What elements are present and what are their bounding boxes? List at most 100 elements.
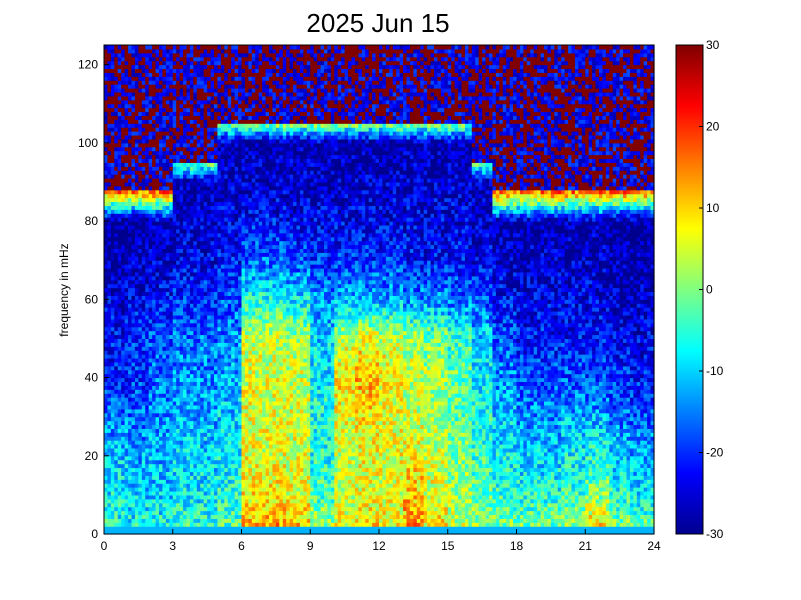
heatmap-cell	[238, 107, 243, 113]
heatmap-cell	[165, 240, 170, 246]
heatmap-cell	[193, 88, 198, 93]
heatmap-cell	[107, 115, 112, 120]
heatmap-cell	[165, 287, 170, 293]
heatmap-cell	[227, 205, 232, 210]
heatmap-cell	[189, 318, 194, 324]
heatmap-cell	[141, 146, 146, 152]
heatmap-cell	[114, 95, 119, 101]
heatmap-cell	[124, 48, 129, 54]
heatmap-cell	[238, 217, 243, 222]
heatmap-cell	[131, 467, 136, 473]
heatmap-cell	[186, 48, 191, 54]
heatmap-cell	[117, 498, 122, 504]
heatmap-cell	[148, 346, 153, 351]
heatmap-cell	[148, 115, 153, 120]
heatmap-cell	[196, 197, 201, 203]
heatmap-cell	[104, 111, 109, 117]
heatmap-cell	[193, 162, 198, 167]
heatmap-cell	[224, 119, 229, 124]
heatmap-cell	[196, 72, 201, 77]
heatmap-cell	[134, 68, 139, 73]
heatmap-cell	[238, 166, 243, 171]
heatmap-cell	[217, 400, 222, 406]
heatmap-cell	[145, 357, 150, 363]
heatmap-cell	[124, 475, 129, 480]
heatmap-cell	[141, 393, 146, 398]
heatmap-cell	[134, 506, 139, 512]
heatmap-cell	[138, 389, 143, 394]
heatmap-cell	[141, 174, 146, 179]
heatmap-cell	[238, 88, 243, 93]
heatmap-cell	[214, 224, 219, 230]
heatmap-cell	[193, 303, 198, 308]
heatmap-cell	[189, 181, 194, 187]
heatmap-cell	[183, 463, 188, 469]
heatmap-cell	[117, 111, 122, 117]
heatmap-cell	[117, 357, 122, 363]
heatmap-cell	[165, 213, 170, 218]
heatmap-cell	[148, 197, 153, 203]
heatmap-cell	[224, 80, 229, 85]
heatmap-cell	[121, 138, 126, 144]
heatmap-cell	[114, 518, 119, 523]
heatmap-cell	[238, 514, 243, 519]
heatmap-cell	[196, 99, 201, 105]
heatmap-cell	[200, 444, 205, 449]
heatmap-cell	[134, 400, 139, 406]
heatmap-cell	[210, 408, 215, 414]
heatmap-cell	[189, 232, 194, 238]
heatmap-cell	[176, 330, 181, 336]
heatmap-cell	[214, 170, 219, 175]
heatmap-cell	[162, 95, 167, 101]
heatmap-cell	[169, 381, 174, 386]
heatmap-cell	[114, 68, 119, 73]
heatmap-cell	[176, 393, 181, 398]
heatmap-cell	[138, 154, 143, 160]
heatmap-cell	[165, 72, 170, 77]
heatmap-cell	[117, 389, 122, 394]
heatmap-cell	[176, 185, 181, 191]
heatmap-cell	[172, 361, 177, 367]
heatmap-cell	[176, 123, 181, 128]
heatmap-cell	[183, 479, 188, 484]
heatmap-cell	[176, 267, 181, 273]
heatmap-cell	[179, 138, 184, 144]
heatmap-cell	[124, 131, 129, 136]
heatmap-cell	[165, 68, 170, 73]
heatmap-cell	[214, 185, 219, 191]
heatmap-cell	[238, 150, 243, 156]
heatmap-cell	[217, 357, 222, 363]
heatmap-cell	[183, 236, 188, 242]
heatmap-cell	[183, 138, 188, 144]
heatmap-cell	[134, 307, 139, 312]
heatmap-cell	[148, 490, 153, 496]
heatmap-cell	[128, 131, 133, 136]
heatmap-cell	[110, 490, 115, 496]
heatmap-cell	[162, 213, 167, 218]
heatmap-cell	[110, 455, 115, 461]
heatmap-cell	[148, 479, 153, 484]
heatmap-cell	[210, 279, 215, 285]
heatmap-cell	[172, 385, 177, 390]
heatmap-cell	[165, 307, 170, 312]
heatmap-cell	[107, 365, 112, 371]
heatmap-cell	[138, 447, 143, 453]
heatmap-cell	[165, 314, 170, 320]
heatmap-cell	[224, 311, 229, 316]
heatmap-cell	[231, 170, 236, 175]
heatmap-cell	[165, 64, 170, 70]
heatmap-cell	[110, 107, 115, 113]
heatmap-cell	[179, 412, 184, 418]
heatmap-cell	[128, 440, 133, 445]
heatmap-cell	[134, 131, 139, 136]
heatmap-cell	[214, 447, 219, 453]
heatmap-cell	[238, 467, 243, 473]
heatmap-cell	[169, 307, 174, 312]
heatmap-cell	[200, 224, 205, 230]
heatmap-cell	[107, 158, 112, 163]
heatmap-cell	[172, 158, 177, 163]
heatmap-cell	[172, 330, 177, 336]
heatmap-cell	[134, 314, 139, 320]
heatmap-cell	[227, 236, 232, 242]
heatmap-cell	[141, 244, 146, 250]
